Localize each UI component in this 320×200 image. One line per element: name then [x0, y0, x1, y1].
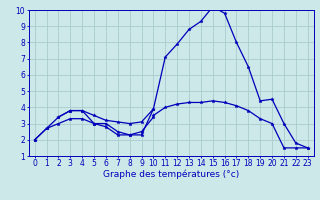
- X-axis label: Graphe des températures (°c): Graphe des températures (°c): [103, 170, 239, 179]
